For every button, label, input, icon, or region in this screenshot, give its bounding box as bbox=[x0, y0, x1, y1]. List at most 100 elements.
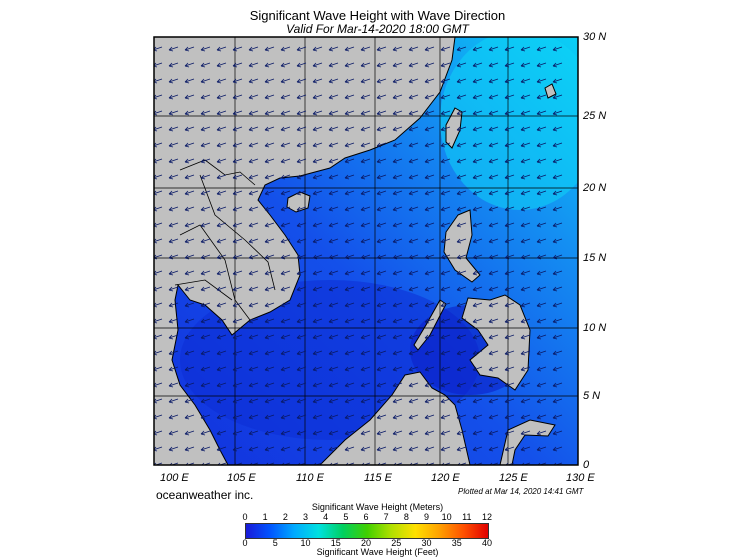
wave-arrow bbox=[520, 302, 531, 308]
wave-arrow bbox=[296, 190, 307, 196]
wave-arrow bbox=[216, 222, 227, 228]
wave-arrow bbox=[280, 382, 291, 388]
colorbar-meters-title: Significant Wave Height (Meters) bbox=[311, 502, 444, 512]
wave-arrow bbox=[472, 46, 483, 52]
wave-arrow bbox=[456, 366, 467, 372]
wave-arrow bbox=[520, 270, 531, 276]
wave-arrow bbox=[552, 206, 563, 212]
wave-arrow bbox=[248, 414, 259, 420]
wave-arrow bbox=[392, 366, 403, 372]
wave-arrow bbox=[536, 110, 547, 116]
wave-arrow bbox=[200, 398, 211, 404]
lat-label: 25 N bbox=[583, 110, 607, 122]
wave-arrow bbox=[552, 366, 563, 372]
wave-arrow bbox=[440, 430, 451, 436]
wave-arrow bbox=[296, 286, 307, 292]
wave-arrow bbox=[536, 142, 547, 148]
wave-arrow bbox=[328, 254, 339, 260]
wave-arrow bbox=[440, 254, 451, 260]
colorbar-tick: 8 bbox=[403, 512, 409, 522]
wave-arrow bbox=[456, 126, 467, 132]
wave-arrow bbox=[248, 190, 259, 196]
wave-arrow bbox=[472, 382, 483, 388]
wave-arrow bbox=[168, 366, 179, 372]
wave-arrow bbox=[296, 222, 307, 228]
wave-arrow bbox=[520, 318, 531, 324]
wave-arrow bbox=[216, 382, 227, 388]
wave-arrow bbox=[504, 366, 515, 372]
wave-arrow bbox=[376, 158, 387, 164]
wave-arrow bbox=[440, 398, 451, 404]
wave-arrow bbox=[440, 222, 451, 228]
wave-arrow bbox=[168, 62, 179, 68]
wave-arrow bbox=[408, 110, 419, 116]
wave-arrow bbox=[184, 366, 195, 372]
wave-arrow bbox=[424, 334, 435, 340]
wave-arrow bbox=[360, 382, 371, 388]
wave-arrow bbox=[360, 334, 371, 340]
wave-arrow bbox=[392, 62, 403, 68]
wave-arrow bbox=[392, 286, 403, 292]
wave-arrow bbox=[296, 126, 307, 132]
wave-arrow bbox=[376, 318, 387, 324]
wave-arrow bbox=[520, 286, 531, 292]
wave-arrow bbox=[472, 318, 483, 324]
wave-arrow bbox=[552, 302, 563, 308]
lon-label: 105 E bbox=[227, 472, 256, 484]
wave-arrow bbox=[296, 46, 307, 52]
wave-arrow bbox=[248, 446, 259, 452]
wave-arrow bbox=[440, 46, 451, 52]
wave-arrow bbox=[408, 62, 419, 68]
wave-arrow bbox=[312, 286, 323, 292]
colorbar-tick: 3 bbox=[302, 512, 309, 522]
wave-arrow bbox=[296, 142, 307, 148]
wave-arrow bbox=[440, 190, 451, 196]
wave-arrow bbox=[344, 350, 355, 356]
wave-arrow bbox=[344, 254, 355, 260]
wave-arrow bbox=[504, 174, 515, 180]
wave-arrow bbox=[536, 190, 547, 196]
wave-arrow bbox=[344, 414, 355, 420]
wave-arrow bbox=[312, 206, 323, 212]
wave-arrow bbox=[456, 238, 467, 244]
wave-arrow bbox=[456, 62, 467, 68]
wave-arrow bbox=[168, 446, 179, 452]
wave-arrow bbox=[248, 46, 259, 52]
wave-arrow bbox=[376, 382, 387, 388]
wave-arrow bbox=[488, 430, 499, 436]
wave-arrow bbox=[536, 366, 547, 372]
wave-arrow bbox=[440, 286, 451, 292]
wave-arrow bbox=[392, 158, 403, 164]
lat-label: 30 N bbox=[583, 31, 607, 43]
wave-arrow bbox=[424, 366, 435, 372]
wave-arrow bbox=[312, 238, 323, 244]
wave-arrow bbox=[184, 238, 195, 244]
wave-arrow bbox=[312, 334, 323, 340]
wave-arrow bbox=[312, 318, 323, 324]
wave-arrow bbox=[344, 398, 355, 404]
wave-arrow bbox=[296, 110, 307, 116]
wave-arrow bbox=[536, 174, 547, 180]
wave-arrow bbox=[440, 334, 451, 340]
wave-arrow bbox=[184, 94, 195, 100]
wave-arrow bbox=[520, 430, 531, 436]
wave-arrow bbox=[440, 318, 451, 324]
wave-arrow bbox=[344, 302, 355, 308]
wave-arrow bbox=[232, 350, 243, 356]
colorbar-tick: 5 bbox=[343, 512, 349, 522]
wave-arrow bbox=[408, 94, 419, 100]
wave-arrow bbox=[168, 270, 179, 276]
wave-arrow bbox=[232, 398, 243, 404]
wave-arrow bbox=[328, 398, 339, 404]
wave-arrow bbox=[184, 286, 195, 292]
wave-arrow bbox=[232, 222, 243, 228]
wave-arrow bbox=[360, 94, 371, 100]
wave-arrow bbox=[232, 254, 243, 260]
wave-arrow bbox=[536, 158, 547, 164]
wave-arrow bbox=[392, 382, 403, 388]
wave-arrow bbox=[424, 398, 435, 404]
wave-arrow bbox=[520, 254, 531, 260]
wave-arrow bbox=[424, 94, 435, 100]
wave-arrow bbox=[168, 382, 179, 388]
wave-arrow bbox=[264, 46, 275, 52]
